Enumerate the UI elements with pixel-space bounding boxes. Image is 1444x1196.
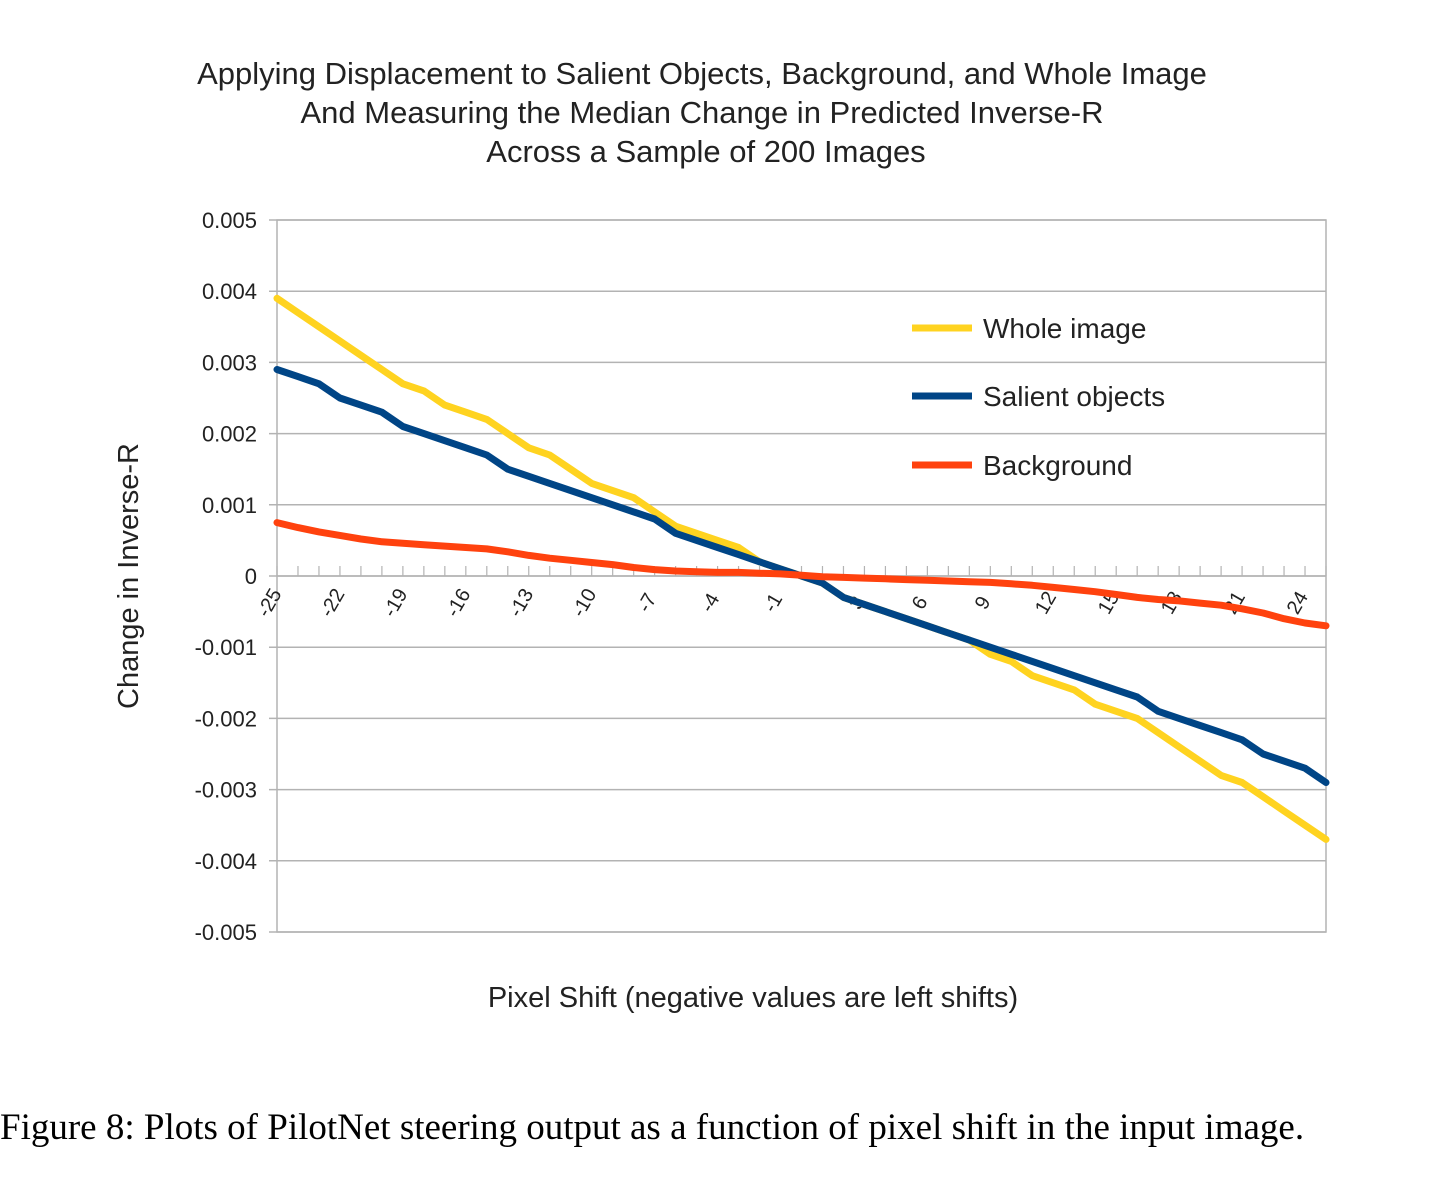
chart-title-line-3: Across a Sample of 200 Images [486,134,925,169]
y-tick-label: -0.003 [195,778,257,803]
y-tick-label: 0.001 [202,493,257,518]
gridlines [269,219,1326,933]
y-tick-label: 0.002 [202,422,257,447]
x-tick-label: 24 [1283,588,1313,618]
legend-label: Background [983,450,1132,481]
x-tick-label: 6 [908,593,933,614]
chart: Applying Displacement to Salient Objects… [113,56,1330,1014]
legend: Whole image Salient objects Background [912,313,1165,481]
y-tick-label: -0.002 [195,706,257,731]
x-tick-label: -16 [442,585,476,621]
x-tick-label: -19 [379,585,413,621]
x-axis-label: Pixel Shift (negative values are left sh… [488,982,1018,1014]
y-tick-label: 0.004 [202,279,257,304]
x-tick-label: -1 [759,590,787,616]
series-line-background [273,519,1330,630]
y-tick-label: -0.004 [195,849,257,874]
legend-label: Salient objects [983,381,1165,412]
y-axis-label: Change in Inverse-R [113,443,145,709]
chart-title: Applying Displacement to Salient Objects… [197,56,1207,169]
x-tick-label: 9 [971,593,996,614]
legend-label: Whole image [983,313,1146,344]
x-tick-label: -13 [505,585,539,621]
chart-title-line-2: And Measuring the Median Change in Predi… [300,95,1103,130]
y-tick-label: -0.001 [195,635,257,660]
series-lines [273,294,1330,843]
y-tick-label: 0.003 [202,350,257,375]
chart-title-line-1: Applying Displacement to Salient Objects… [197,56,1207,91]
x-tick-label: -7 [633,590,661,616]
x-tick-label: -22 [316,585,350,621]
y-tick-label: 0.005 [202,208,257,233]
x-tick-label: -10 [568,585,602,621]
x-tick-label: -4 [696,590,724,616]
y-tick-label: 0 [245,564,257,589]
x-tick-label: 12 [1031,588,1061,618]
figure-caption: Figure 8: Plots of PilotNet steering out… [0,1107,1305,1148]
y-tick-label: -0.005 [195,920,257,945]
x-tick-label: -25 [253,585,287,621]
y-axis-ticks: 0.005 0.004 0.003 0.002 0.001 0 -0.001 -0.002 -0… [195,208,257,945]
